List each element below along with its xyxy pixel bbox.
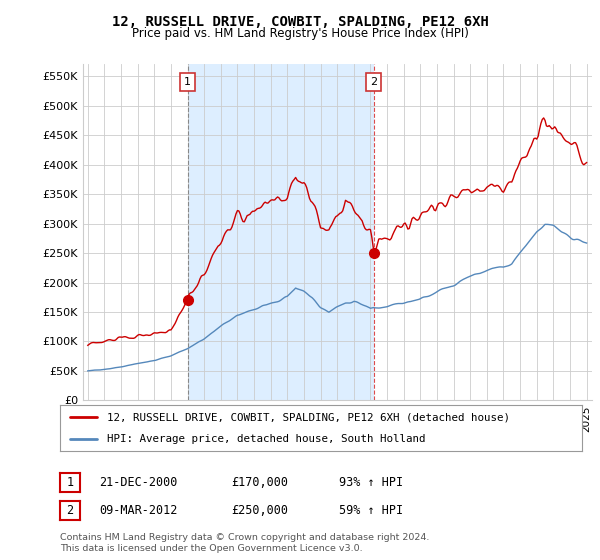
Text: 59% ↑ HPI: 59% ↑ HPI (339, 503, 403, 517)
Text: £250,000: £250,000 (231, 503, 288, 517)
Text: 09-MAR-2012: 09-MAR-2012 (99, 503, 178, 517)
Text: 12, RUSSELL DRIVE, COWBIT, SPALDING, PE12 6XH: 12, RUSSELL DRIVE, COWBIT, SPALDING, PE1… (112, 15, 488, 29)
Text: 2: 2 (370, 77, 377, 87)
Text: £170,000: £170,000 (231, 475, 288, 489)
Text: HPI: Average price, detached house, South Holland: HPI: Average price, detached house, Sout… (107, 435, 425, 444)
Text: Price paid vs. HM Land Registry's House Price Index (HPI): Price paid vs. HM Land Registry's House … (131, 27, 469, 40)
Text: 12, RUSSELL DRIVE, COWBIT, SPALDING, PE12 6XH (detached house): 12, RUSSELL DRIVE, COWBIT, SPALDING, PE1… (107, 412, 510, 422)
Bar (188, 64, 374, 400)
Text: 1: 1 (67, 475, 73, 489)
Text: Contains HM Land Registry data © Crown copyright and database right 2024.
This d: Contains HM Land Registry data © Crown c… (60, 533, 430, 553)
Text: 2: 2 (67, 503, 73, 517)
Text: 21-DEC-2000: 21-DEC-2000 (99, 475, 178, 489)
Text: 1: 1 (184, 77, 191, 87)
Text: 93% ↑ HPI: 93% ↑ HPI (339, 475, 403, 489)
